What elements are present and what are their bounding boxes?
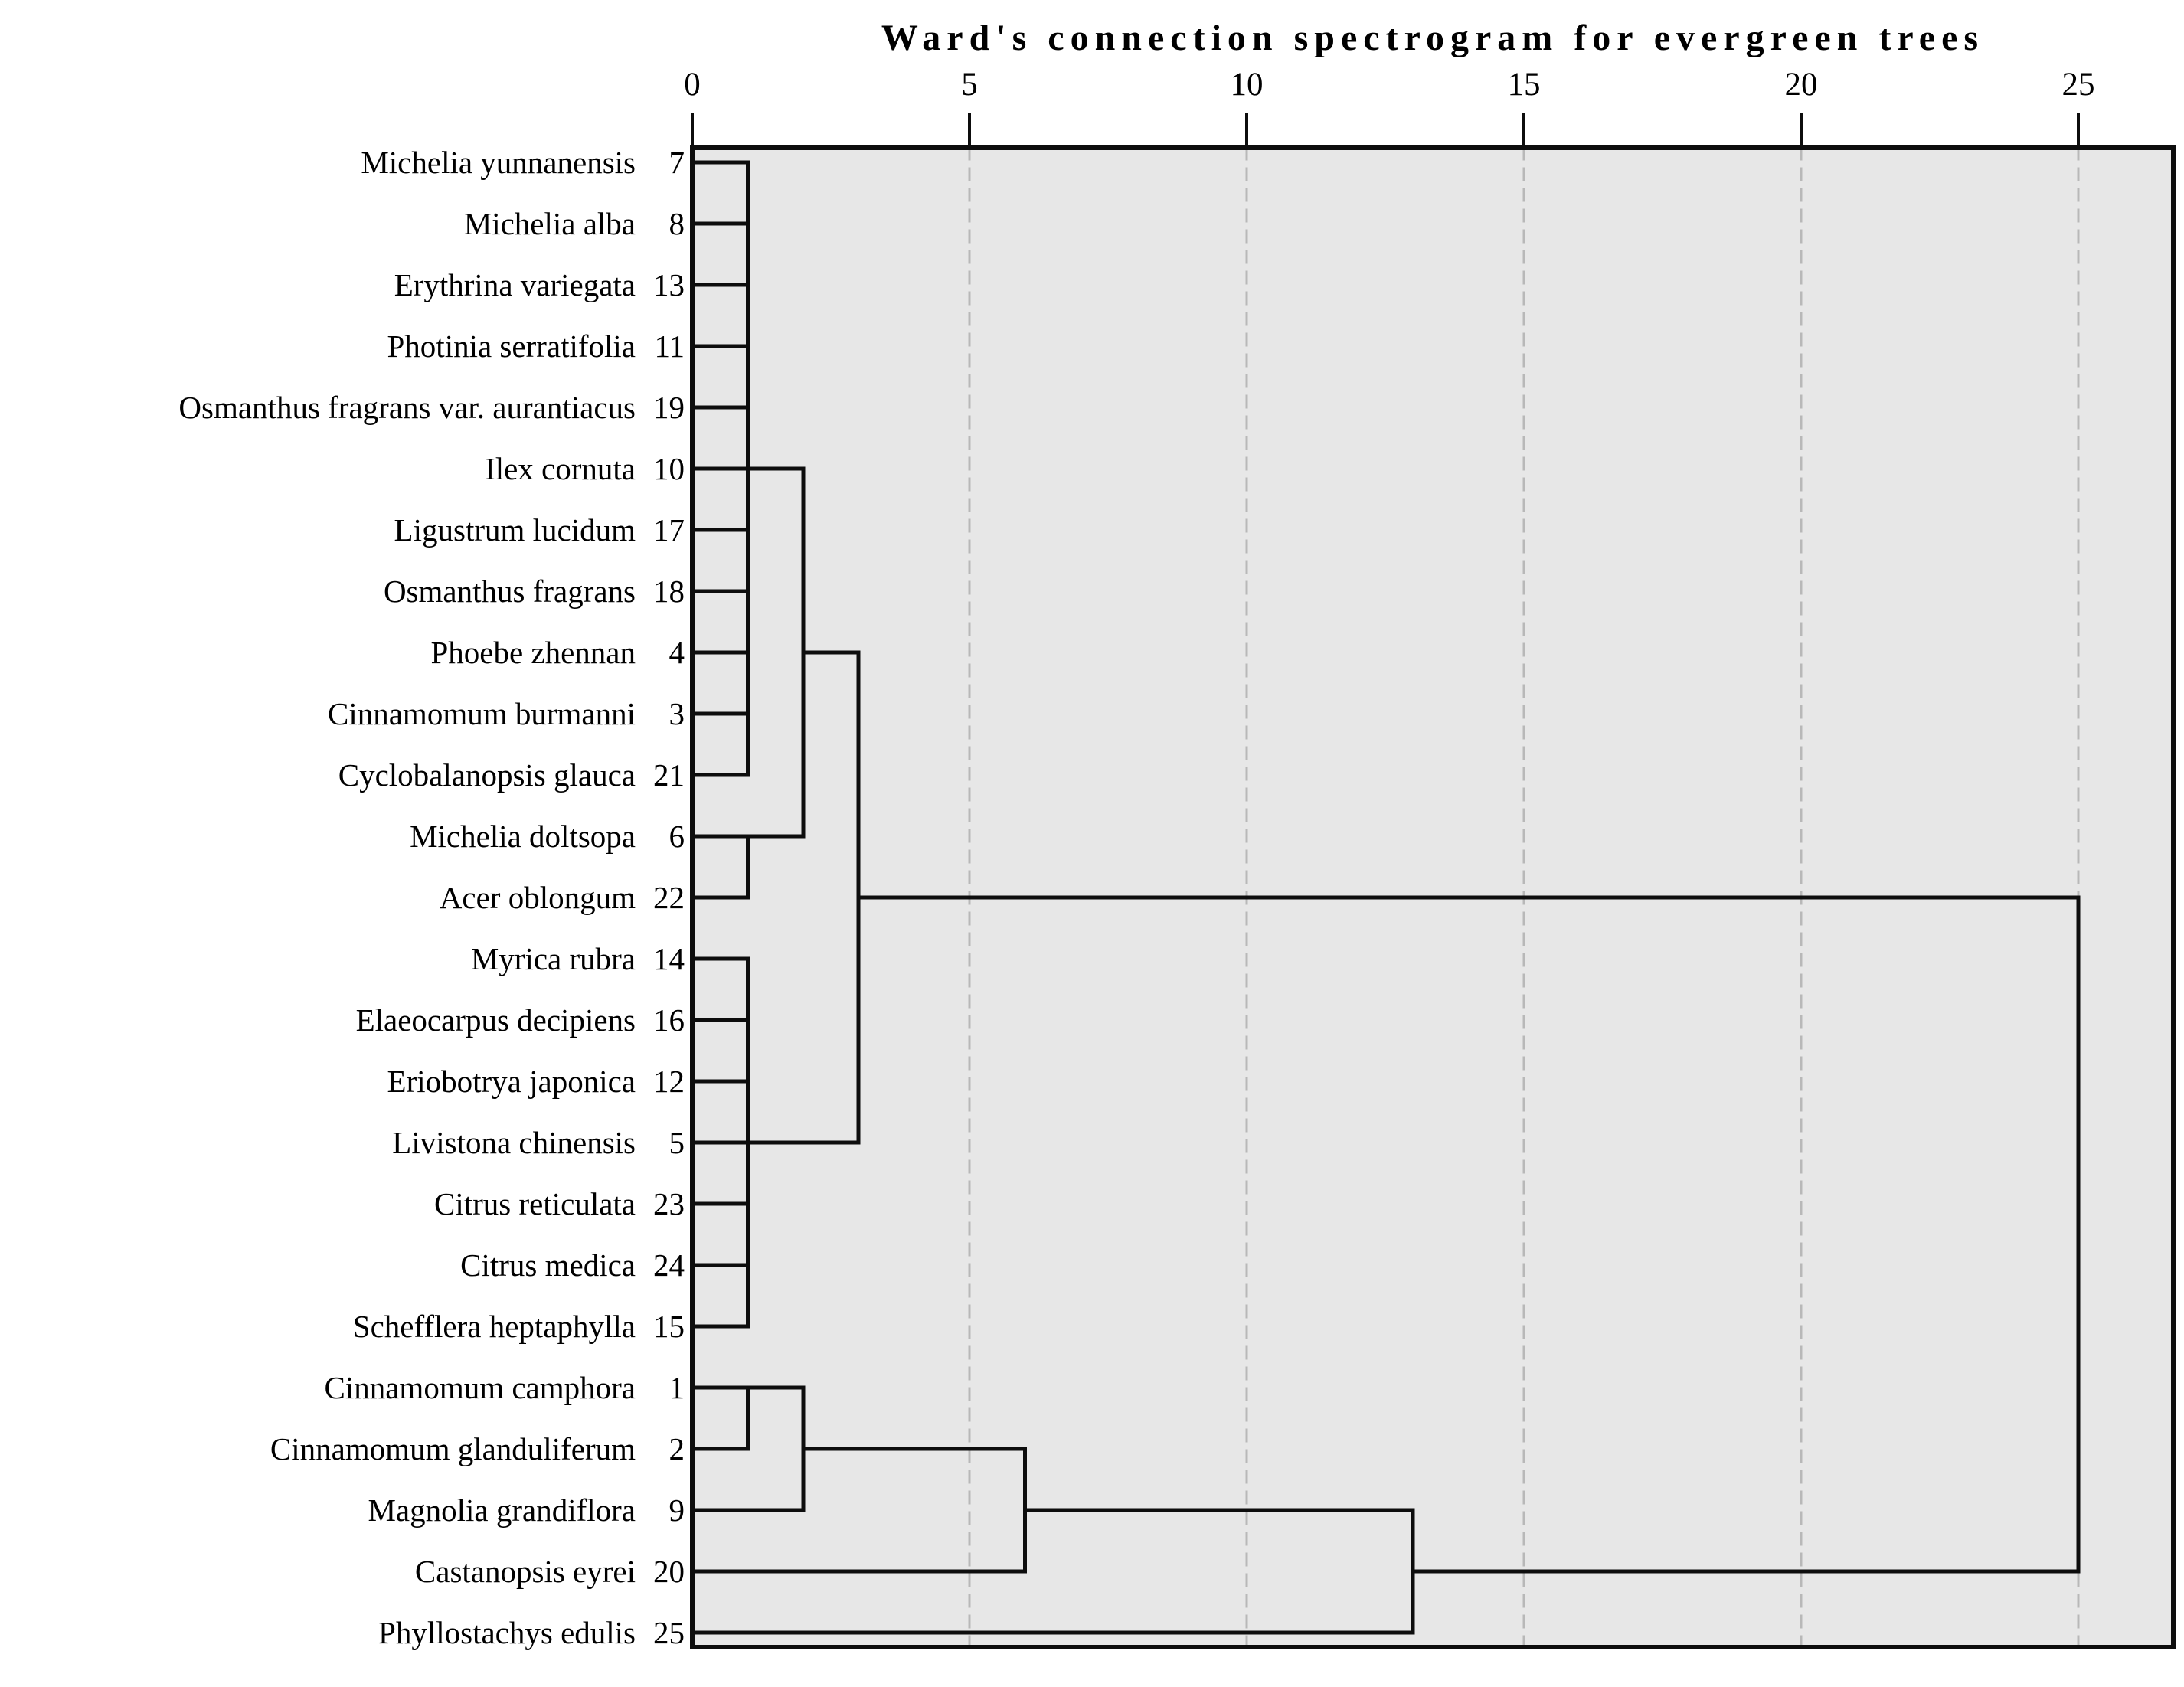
leaf-id: 17 xyxy=(653,512,685,548)
leaf-label: Phyllostachys edulis xyxy=(378,1615,636,1650)
leaf-label: Cinnamomum burmanni xyxy=(328,696,636,731)
leaf-id: 7 xyxy=(669,145,685,180)
chart-title: Ward's connection spectrogram for evergr… xyxy=(881,18,1985,58)
leaf-id: 19 xyxy=(653,390,685,425)
leaf-label: Livistona chinensis xyxy=(392,1125,636,1160)
leaf-id: 8 xyxy=(669,206,685,241)
leaf-label: Ilex cornuta xyxy=(485,451,636,486)
leaf-label: Elaeocarpus decipiens xyxy=(355,1002,636,1038)
x-axis-tick-label: 20 xyxy=(1784,67,1818,103)
leaf-label: Osmanthus fragrans xyxy=(383,574,636,609)
x-axis-tick-label: 25 xyxy=(2061,67,2095,103)
x-axis-tick-label: 10 xyxy=(1230,67,1264,103)
leaf-id: 25 xyxy=(653,1615,685,1650)
leaf-id: 18 xyxy=(653,574,685,609)
leaf-label: Magnolia grandiflora xyxy=(368,1492,636,1528)
leaf-id: 1 xyxy=(669,1370,685,1405)
leaf-id: 6 xyxy=(669,819,685,854)
leaf-id: 22 xyxy=(653,880,685,915)
leaf-label: Michelia alba xyxy=(463,206,636,241)
leaf-label: Schefflera heptaphylla xyxy=(352,1309,636,1344)
leaf-label: Myrica rubra xyxy=(470,941,636,976)
leaf-id: 12 xyxy=(653,1064,685,1099)
leaf-label: Cyclobalanopsis glauca xyxy=(338,757,636,793)
leaf-label: Ligustrum lucidum xyxy=(394,512,636,548)
leaf-label: Eriobotrya japonica xyxy=(387,1064,636,1099)
leaf-label: Erythrina variegata xyxy=(394,267,636,302)
leaf-label: Osmanthus fragrans var. aurantiacus xyxy=(178,390,636,425)
leaf-label: Castanopsis eyrei xyxy=(414,1554,636,1589)
leaf-label: Acer oblongum xyxy=(439,880,636,915)
x-axis-tick-label: 15 xyxy=(1507,67,1541,103)
leaf-id: 11 xyxy=(654,329,685,364)
x-axis-tick-label: 0 xyxy=(684,67,701,103)
leaf-id: 10 xyxy=(653,451,685,486)
leaf-label: Citrus reticulata xyxy=(434,1186,636,1221)
leaf-id: 5 xyxy=(669,1125,685,1160)
leaf-id: 3 xyxy=(669,696,685,731)
leaf-id: 20 xyxy=(653,1554,685,1589)
leaf-label: Citrus medica xyxy=(460,1247,636,1283)
leaf-label: Cinnamomum glanduliferum xyxy=(270,1431,636,1466)
leaf-id: 13 xyxy=(653,267,685,302)
leaf-id: 24 xyxy=(653,1247,685,1283)
leaf-id: 15 xyxy=(653,1309,685,1344)
leaf-id: 4 xyxy=(669,635,685,670)
leaf-id: 21 xyxy=(653,757,685,793)
leaf-id: 2 xyxy=(669,1431,685,1466)
x-axis-tick-label: 5 xyxy=(961,67,978,103)
leaf-id: 16 xyxy=(653,1002,685,1038)
leaf-label: Cinnamomum camphora xyxy=(324,1370,636,1405)
leaf-label: Phoebe zhennan xyxy=(430,635,636,670)
leaf-id: 14 xyxy=(653,941,685,976)
leaf-label: Photinia serratifolia xyxy=(387,329,636,364)
leaf-id: 9 xyxy=(669,1492,685,1528)
leaf-label: Michelia doltsopa xyxy=(410,819,636,854)
leaf-id: 23 xyxy=(653,1186,685,1221)
leaf-label: Michelia yunnanensis xyxy=(361,145,636,180)
